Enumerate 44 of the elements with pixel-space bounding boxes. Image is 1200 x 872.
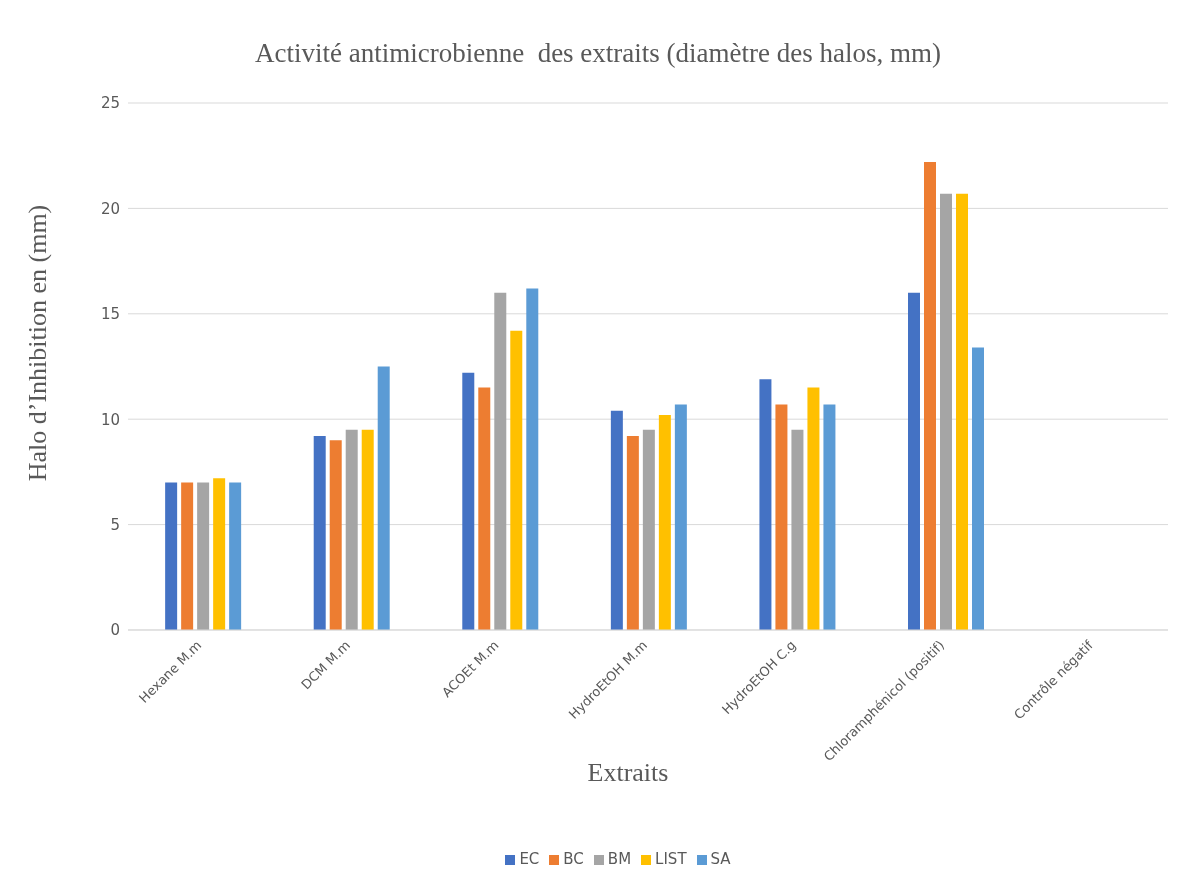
y-tick-label: 20: [100, 199, 120, 218]
bar: [213, 478, 226, 630]
y-tick-label: 0: [110, 621, 120, 640]
bar: [658, 414, 671, 630]
legend-label: SA: [710, 850, 731, 868]
bar: [510, 330, 523, 630]
bar: [361, 429, 374, 630]
bar: [642, 429, 655, 630]
bar: [526, 288, 539, 630]
bar: [610, 410, 623, 630]
chart-title: Activité antimicrobienne des extraits (diamètre des halos, mm): [253, 38, 942, 69]
y-axis-title: Halo d’Inhibition en (mm): [23, 203, 53, 484]
bar: [345, 429, 358, 630]
bar: [329, 440, 342, 630]
y-tick-label: 5: [110, 515, 120, 534]
bar: [197, 482, 210, 630]
bar: [956, 193, 968, 630]
bar: [908, 292, 920, 630]
y-tick-label: 25: [100, 94, 120, 113]
bar: [313, 436, 326, 630]
bar: [972, 347, 984, 630]
legend-label: EC: [519, 850, 540, 868]
bar: [626, 436, 639, 630]
bar: [165, 482, 178, 630]
bar: [791, 429, 804, 630]
bar: [229, 482, 242, 630]
y-tick-label: 10: [100, 410, 120, 429]
legend-label: LIST: [655, 850, 687, 868]
bar: [807, 387, 820, 630]
bar: [759, 379, 772, 630]
bar: [823, 404, 836, 630]
bar: [462, 372, 475, 630]
legend-label: BC: [563, 850, 584, 868]
bar: [478, 387, 491, 630]
bar: [674, 404, 687, 630]
bar: [775, 404, 788, 630]
y-tick-label: 15: [100, 305, 120, 324]
bar: [181, 482, 194, 630]
bar: [940, 193, 952, 630]
bar: [924, 162, 936, 630]
bar: [494, 292, 507, 630]
bar: [377, 366, 390, 630]
x-axis-title: Extraits: [587, 758, 669, 787]
legend-label: BM: [607, 850, 632, 868]
